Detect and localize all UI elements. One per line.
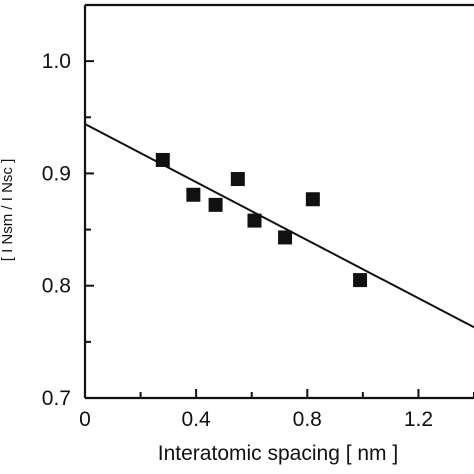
y-tick-label: 0.7 bbox=[42, 387, 71, 410]
data-point bbox=[208, 197, 223, 212]
axes bbox=[83, 3, 474, 400]
data-point bbox=[353, 273, 368, 288]
x-tick-label: 0.4 bbox=[182, 408, 212, 431]
y-tick-label: 0.9 bbox=[42, 162, 71, 185]
data-point bbox=[186, 187, 201, 202]
fit-line-group bbox=[84, 123, 474, 329]
x-tick-label: 0.8 bbox=[293, 408, 322, 431]
y-axis-ticks: 0.7 0.8 0.9 1.0 bbox=[42, 4, 94, 410]
data-point bbox=[278, 230, 293, 245]
data-point bbox=[247, 213, 262, 228]
y-axis-title: [ I Nsm / I Nsc ] bbox=[0, 159, 16, 262]
y-tick-label: 0.8 bbox=[42, 275, 71, 298]
data-point bbox=[305, 192, 320, 207]
x-tick-label: 1.2 bbox=[404, 408, 433, 431]
y-tick-label: 1.0 bbox=[42, 50, 71, 73]
data-points bbox=[155, 152, 368, 288]
data-point bbox=[230, 172, 245, 187]
x-axis-title: Interatomic spacing [ nm ] bbox=[158, 442, 398, 465]
x-axis-ticks: 0 0.4 0.8 1.2 bbox=[79, 389, 474, 431]
fit-line bbox=[84, 123, 474, 329]
data-point bbox=[155, 152, 170, 167]
x-tick-label: 0 bbox=[79, 408, 91, 431]
